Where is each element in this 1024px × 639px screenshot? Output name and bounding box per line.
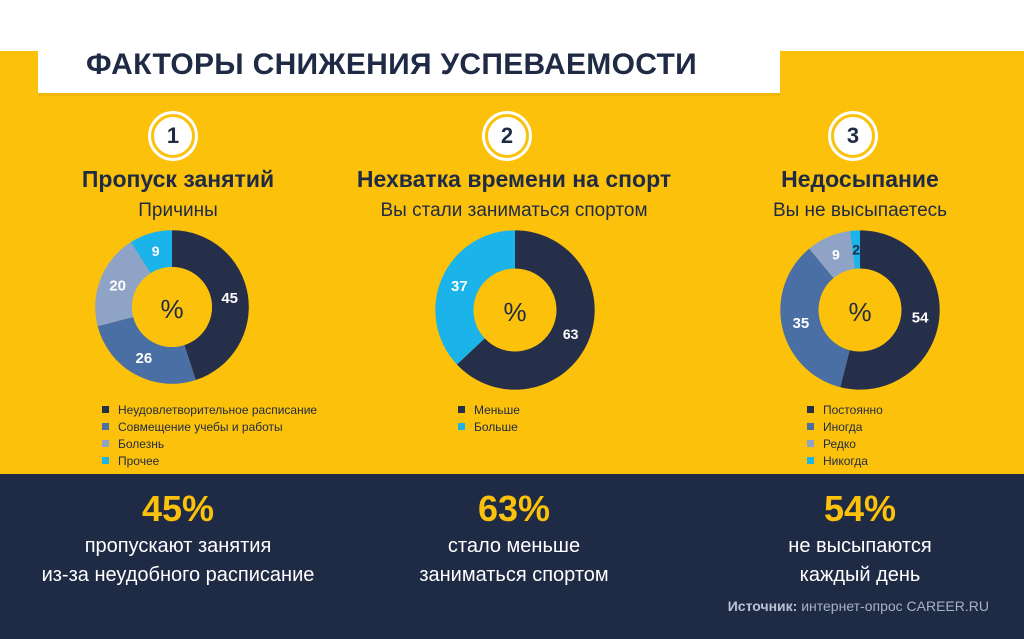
legend-label: Неудовлетворительное расписание — [118, 402, 318, 417]
panel-number-badge: 2 — [485, 114, 529, 158]
donut-slice-4 — [850, 230, 860, 269]
donut-value-label: 37 — [451, 278, 468, 295]
summary-band — [0, 474, 1024, 639]
legend-item: Больше — [458, 418, 520, 435]
legend-item: Иногда — [807, 418, 883, 435]
donut-slice-2 — [97, 316, 196, 384]
donut-slice-1 — [840, 230, 940, 390]
legend-label: Никогда — [823, 453, 868, 468]
chart-title: Пропуск занятий — [81, 166, 275, 192]
legend-swatch — [807, 406, 814, 413]
title-bar: ФАКТОРЫ СНИЖЕНИЯ УСПЕВАЕМОСТИ — [38, 36, 780, 96]
legend-label: Редко — [823, 436, 856, 451]
legend-swatch — [807, 423, 814, 430]
chart-title: Нехватка времени на спорт — [356, 166, 672, 192]
chart-legend: Меньше Больше — [458, 401, 520, 435]
stat-caption-line: стало меньше — [447, 535, 581, 557]
legend-swatch — [807, 457, 814, 464]
chart-panel-sport: 2 Нехватка времени на спорт Вы стали зан… — [344, 112, 684, 474]
donut-hole — [132, 267, 212, 347]
stat-value: 54% — [823, 488, 897, 529]
legend-label: Совмещение учебы и работы — [118, 419, 283, 434]
panel-number-badge: 3 — [831, 114, 875, 158]
legend-item: Меньше — [458, 401, 520, 418]
legend-item: Болезнь — [102, 435, 317, 452]
stat-caption-line: из-за неудобного расписание — [41, 564, 315, 586]
donut-slice-2 — [780, 248, 850, 388]
donut-hole — [474, 269, 556, 351]
summary-stat-absenteeism: 45% пропускают занятия из-за неудобного … — [8, 488, 348, 590]
chart-subtitle: Вы не высыпаетесь — [772, 200, 948, 221]
donut-hole — [819, 269, 901, 351]
donut-slice-2 — [435, 230, 515, 365]
donut-value-label: 9 — [832, 246, 840, 262]
legend-swatch — [102, 423, 109, 430]
donut-value-label: 9 — [152, 243, 160, 259]
donut-value-label: 54 — [912, 310, 929, 327]
legend-label: Болезнь — [118, 436, 165, 451]
source-text: интернет-опрос CAREER.RU — [801, 598, 989, 614]
donut-slice-4 — [130, 230, 172, 274]
chart-subtitle: Вы стали заниматься спортом — [380, 200, 648, 221]
source-label: Источник: — [727, 598, 798, 614]
chart-legend: Неудовлетворительное расписание Совмещен… — [102, 401, 317, 469]
donut-chart-absenteeism: % 45 26 20 9 — [95, 230, 249, 384]
legend-item: Прочее — [102, 452, 317, 469]
donut-slice-3 — [809, 230, 855, 279]
legend-swatch — [458, 406, 465, 413]
chart-title: Недосыпание — [781, 166, 939, 192]
legend-label: Иногда — [823, 419, 863, 434]
chart-subtitle: Причины — [138, 200, 218, 221]
legend-item: Редко — [807, 435, 883, 452]
donut-value-label: 26 — [136, 350, 153, 367]
donut-slice-1 — [172, 230, 249, 381]
donut-chart-sport: % 63 37 — [435, 230, 595, 390]
legend-item: Никогда — [807, 452, 883, 469]
donut-value-label: 63 — [563, 326, 579, 342]
stat-caption-line: заниматься спортом — [419, 564, 609, 586]
legend-swatch — [458, 423, 465, 430]
donut-value-label: 35 — [793, 315, 810, 332]
chart-panel-sleep: 3 Недосыпание Вы не высыпаетесь % 54 35 9 2… — [690, 112, 1024, 474]
legend-swatch — [807, 440, 814, 447]
summary-stat-sport: 63% стало меньше заниматься спортом — [344, 488, 684, 590]
stat-caption-line: каждый день — [799, 564, 921, 586]
donut-center-label: % — [503, 297, 526, 327]
legend-swatch — [102, 406, 109, 413]
page-title: ФАКТОРЫ СНИЖЕНИЯ УСПЕВАЕМОСТИ — [86, 48, 697, 81]
donut-chart-sleep: % 54 35 9 2 — [780, 230, 940, 390]
legend-label: Меньше — [474, 402, 520, 417]
chart-panel-absenteeism: 1 Пропуск занятий Причины % 45 26 20 9 Неуд… — [8, 112, 348, 474]
donut-value-label: 20 — [109, 278, 126, 295]
donut-slice-3 — [95, 242, 151, 327]
source-note: Источник: интернет-опрос CAREER.RU — [728, 598, 989, 614]
summary-stat-sleep: 54% не высыпаются каждый день — [690, 488, 1024, 590]
legend-swatch — [102, 440, 109, 447]
stat-caption-line: не высыпаются — [788, 535, 932, 557]
chart-legend: Постоянно Иногда Редко Никогда — [807, 401, 883, 469]
donut-slice-1 — [456, 230, 595, 390]
legend-item: Неудовлетворительное расписание — [102, 401, 317, 418]
donut-center-label: % — [160, 294, 183, 324]
donut-center-label: % — [848, 297, 871, 327]
legend-label: Постоянно — [823, 402, 883, 417]
stat-value: 45% — [141, 488, 215, 529]
donut-value-label: 2 — [852, 242, 860, 258]
legend-item: Постоянно — [807, 401, 883, 418]
stat-value: 63% — [477, 488, 551, 529]
panel-number-badge: 1 — [151, 114, 195, 158]
legend-label: Прочее — [118, 453, 160, 468]
donut-value-label: 45 — [221, 290, 238, 307]
stat-caption-line: пропускают занятия — [84, 535, 272, 557]
legend-item: Совмещение учебы и работы — [102, 418, 317, 435]
legend-label: Больше — [474, 419, 518, 434]
legend-swatch — [102, 457, 109, 464]
